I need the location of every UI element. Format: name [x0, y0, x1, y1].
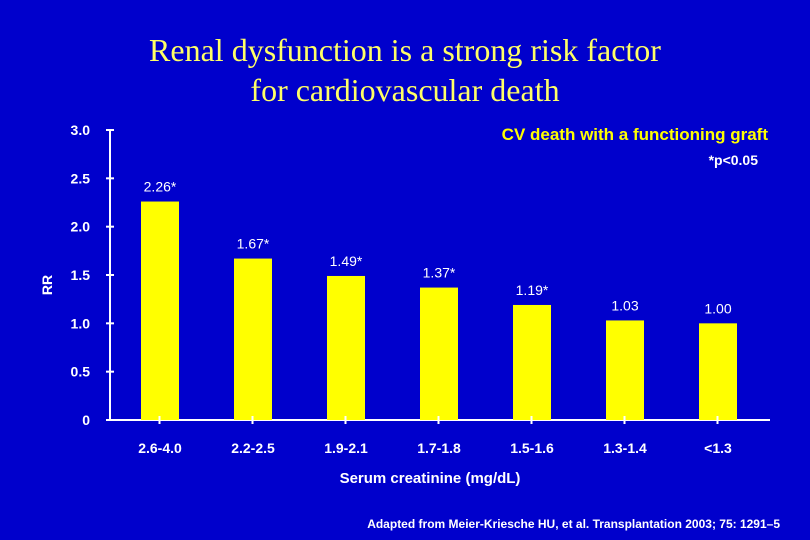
- y-tick-label: 1.5: [71, 267, 91, 283]
- x-axis-label: Serum creatinine (mg/dL): [340, 470, 521, 487]
- x-tick-labels: 2.6-4.0 2.2-2.5 1.9-2.1 1.7-1.8 1.5-1.6 1.3-1…: [138, 416, 732, 456]
- chart-subtitle: CV death with a functioning graft: [502, 125, 769, 144]
- x-tick-label: 1.5-1.6: [510, 440, 554, 456]
- x-tick-label: <1.3: [704, 440, 732, 456]
- y-tick-label: 0.5: [71, 364, 91, 380]
- bar: [606, 320, 644, 420]
- bars: [141, 201, 737, 420]
- y-ticks: 0 0.5 1.0 1.5 2.0 2.5 3.0: [71, 122, 114, 428]
- x-tick-label: 2.2-2.5: [231, 440, 275, 456]
- y-tick-label: 3.0: [71, 122, 91, 138]
- bar: [513, 304, 551, 420]
- x-tick-label: 1.3-1.4: [603, 440, 647, 456]
- x-tick-label: 1.7-1.8: [417, 440, 461, 456]
- data-label: 1.03: [611, 297, 638, 313]
- data-label: 1.19*: [516, 282, 549, 298]
- data-label: 1.00: [704, 300, 731, 316]
- x-tick-label: 1.9-2.1: [324, 440, 368, 456]
- bar: [699, 323, 737, 420]
- data-label: 1.67*: [237, 236, 270, 252]
- significance-note: *p<0.05: [709, 152, 759, 168]
- bar: [141, 201, 179, 420]
- title-line-1: Renal dysfunction is a strong risk facto…: [149, 32, 661, 68]
- data-label: 2.26*: [144, 179, 177, 195]
- y-tick-label: 2.0: [71, 219, 91, 235]
- y-tick-label: 2.5: [71, 170, 91, 186]
- y-axis-label: RR: [39, 275, 55, 295]
- slide-title: Renal dysfunction is a strong risk facto…: [0, 30, 810, 110]
- y-tick-label: 1.0: [71, 315, 91, 331]
- citation-footnote: Adapted from Meier-Kriesche HU, et al. T…: [367, 517, 780, 531]
- bar: [327, 275, 365, 420]
- bar: [420, 287, 458, 420]
- y-tick-label: 0: [82, 412, 90, 428]
- data-labels: 2.26* 1.67* 1.49* 1.37* 1.19* 1.03 1.00: [144, 179, 732, 317]
- bar: [234, 258, 272, 420]
- title-line-2: for cardiovascular death: [250, 72, 560, 108]
- data-label: 1.49*: [330, 253, 363, 269]
- x-tick-label: 2.6-4.0: [138, 440, 182, 456]
- data-label: 1.37*: [423, 265, 456, 281]
